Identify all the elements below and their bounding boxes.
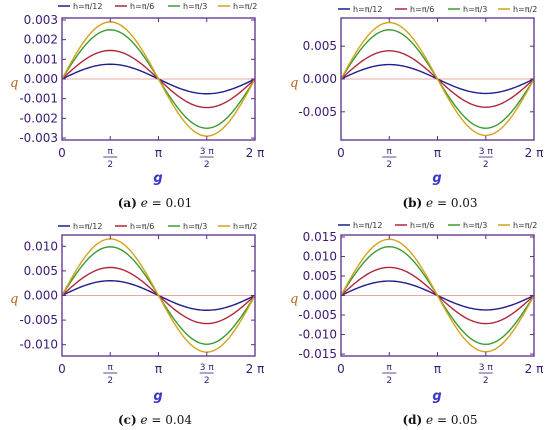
y-tick-label: 0.000 bbox=[24, 289, 58, 303]
caption-tag: (b) bbox=[402, 196, 422, 210]
y-axis-label: q bbox=[290, 292, 298, 307]
legend-label: h=π/6 bbox=[130, 2, 154, 11]
x-tick-label: 2 π bbox=[525, 146, 544, 160]
y-tick-label: 0.000 bbox=[303, 72, 337, 86]
caption-tag: (d) bbox=[402, 413, 422, 427]
x-tick-label: 0 bbox=[58, 146, 66, 160]
caption-tag: (a) bbox=[118, 196, 137, 210]
panel-caption: (b) e = 0.03 bbox=[402, 196, 477, 210]
legend-label: h=π/3 bbox=[463, 5, 487, 14]
y-tick-label: -0.010 bbox=[19, 338, 58, 352]
legend-label: h=π/2 bbox=[233, 222, 257, 231]
y-tick-label: -0.005 bbox=[298, 105, 337, 119]
y-tick-label: 0.000 bbox=[24, 72, 58, 86]
x-tick-label-numerator: π bbox=[108, 147, 114, 157]
x-axis-label: g bbox=[432, 171, 441, 186]
x-tick-label: π bbox=[434, 146, 441, 160]
legend-label: h=π/2 bbox=[233, 2, 257, 11]
y-axis-label: q bbox=[290, 76, 298, 91]
x-tick-label-numerator: 3 π bbox=[479, 147, 494, 157]
y-tick-label: -0.003 bbox=[19, 131, 58, 145]
legend-label: h=π/2 bbox=[513, 221, 537, 230]
panel-caption: (d) e = 0.05 bbox=[402, 413, 477, 427]
x-tick-label: 2 π bbox=[525, 362, 544, 376]
x-axis-label: g bbox=[153, 171, 162, 186]
x-tick-label-numerator: 3 π bbox=[479, 363, 494, 373]
legend-label: h=π/12 bbox=[73, 222, 102, 231]
caption-variable: e bbox=[140, 413, 147, 427]
legend-label: h=π/6 bbox=[410, 221, 434, 230]
y-tick-label: 0.015 bbox=[303, 230, 337, 244]
x-tick-label: 0 bbox=[337, 362, 345, 376]
x-tick-label-denominator: 2 bbox=[204, 376, 210, 386]
caption-variable: e bbox=[141, 196, 148, 210]
x-axis-label: g bbox=[432, 389, 441, 404]
x-tick-label-numerator: π bbox=[387, 147, 393, 157]
legend-label: h=π/6 bbox=[410, 5, 434, 14]
y-tick-label: -0.015 bbox=[298, 347, 337, 361]
legend-label: h=π/3 bbox=[463, 221, 487, 230]
x-tick-label-denominator: 2 bbox=[386, 160, 392, 170]
caption-value: = 0.05 bbox=[437, 413, 478, 427]
x-tick-label-denominator: 2 bbox=[386, 376, 392, 386]
y-axis-label: q bbox=[10, 76, 18, 91]
x-axis-label: g bbox=[153, 389, 162, 404]
y-tick-label: 0.000 bbox=[303, 289, 337, 303]
x-tick-label-numerator: 3 π bbox=[200, 363, 215, 373]
y-tick-label: -0.005 bbox=[298, 308, 337, 322]
legend-label: h=π/6 bbox=[130, 222, 154, 231]
y-tick-label: 0.002 bbox=[24, 33, 58, 47]
chart-panel-d: h=π/12 h=π/6 h=π/3 h=π/2 0.015 0.010 0.005 0.00… bbox=[290, 221, 543, 427]
x-tick-label: 0 bbox=[337, 146, 345, 160]
y-tick-label: 0.010 bbox=[24, 239, 58, 253]
y-tick-label: 0.005 bbox=[24, 264, 58, 278]
x-tick-label: 2 π bbox=[246, 146, 265, 160]
x-tick-label: π bbox=[155, 362, 162, 376]
x-tick-label-denominator: 2 bbox=[107, 160, 113, 170]
x-tick-label: 0 bbox=[58, 362, 66, 376]
caption-value: = 0.01 bbox=[152, 196, 193, 210]
y-axis-label: q bbox=[10, 292, 18, 307]
y-tick-label: 0.003 bbox=[24, 13, 58, 27]
y-tick-label: 0.005 bbox=[303, 39, 337, 53]
x-tick-label-denominator: 2 bbox=[204, 160, 210, 170]
series-line bbox=[61, 21, 256, 137]
caption-variable: e bbox=[426, 413, 433, 427]
legend-label: h=π/3 bbox=[183, 222, 207, 231]
x-tick-label-denominator: 2 bbox=[107, 376, 113, 386]
panel-caption: (a) e = 0.01 bbox=[118, 196, 193, 210]
legend-label: h=π/3 bbox=[183, 2, 207, 11]
x-tick-label-denominator: 2 bbox=[483, 160, 489, 170]
x-tick-label-numerator: π bbox=[108, 363, 114, 373]
y-tick-label: 0.010 bbox=[303, 249, 337, 263]
y-tick-label: -0.010 bbox=[298, 328, 337, 342]
x-tick-label: π bbox=[434, 362, 441, 376]
caption-value: = 0.03 bbox=[437, 196, 478, 210]
chart-panel-b: h=π/12 h=π/6 h=π/3 h=π/2 0.005 0.000 -0.005 0 π 2… bbox=[290, 5, 543, 210]
y-tick-label: -0.002 bbox=[19, 111, 58, 125]
y-tick-label: -0.001 bbox=[19, 92, 58, 106]
panel-caption: (c) e = 0.04 bbox=[118, 413, 192, 427]
caption-variable: e bbox=[426, 196, 433, 210]
x-tick-label-numerator: 3 π bbox=[200, 147, 215, 157]
y-tick-label: -0.005 bbox=[19, 313, 58, 327]
x-tick-label-denominator: 2 bbox=[483, 376, 489, 386]
y-tick-label: 0.005 bbox=[303, 269, 337, 283]
series-line bbox=[340, 21, 535, 137]
x-tick-label: π bbox=[155, 146, 162, 160]
legend-label: h=π/12 bbox=[353, 221, 382, 230]
x-tick-label: 2 π bbox=[246, 362, 265, 376]
legend-label: h=π/12 bbox=[73, 2, 102, 11]
caption-tag: (c) bbox=[118, 413, 137, 427]
x-tick-label-numerator: π bbox=[387, 363, 393, 373]
y-tick-label: 0.001 bbox=[24, 52, 58, 66]
caption-value: = 0.04 bbox=[151, 413, 192, 427]
series-line bbox=[61, 238, 256, 353]
legend-label: h=π/2 bbox=[513, 5, 537, 14]
chart-panel-c: h=π/12 h=π/6 h=π/3 h=π/2 0.010 0.005 0.000 -0.0… bbox=[10, 222, 264, 427]
chart-panel-a: h=π/12 h=π/6 h=π/3 h=π/2 0.003 0.002 0.001 0.00… bbox=[10, 2, 264, 210]
series-line bbox=[340, 238, 535, 353]
legend-label: h=π/12 bbox=[353, 5, 382, 14]
